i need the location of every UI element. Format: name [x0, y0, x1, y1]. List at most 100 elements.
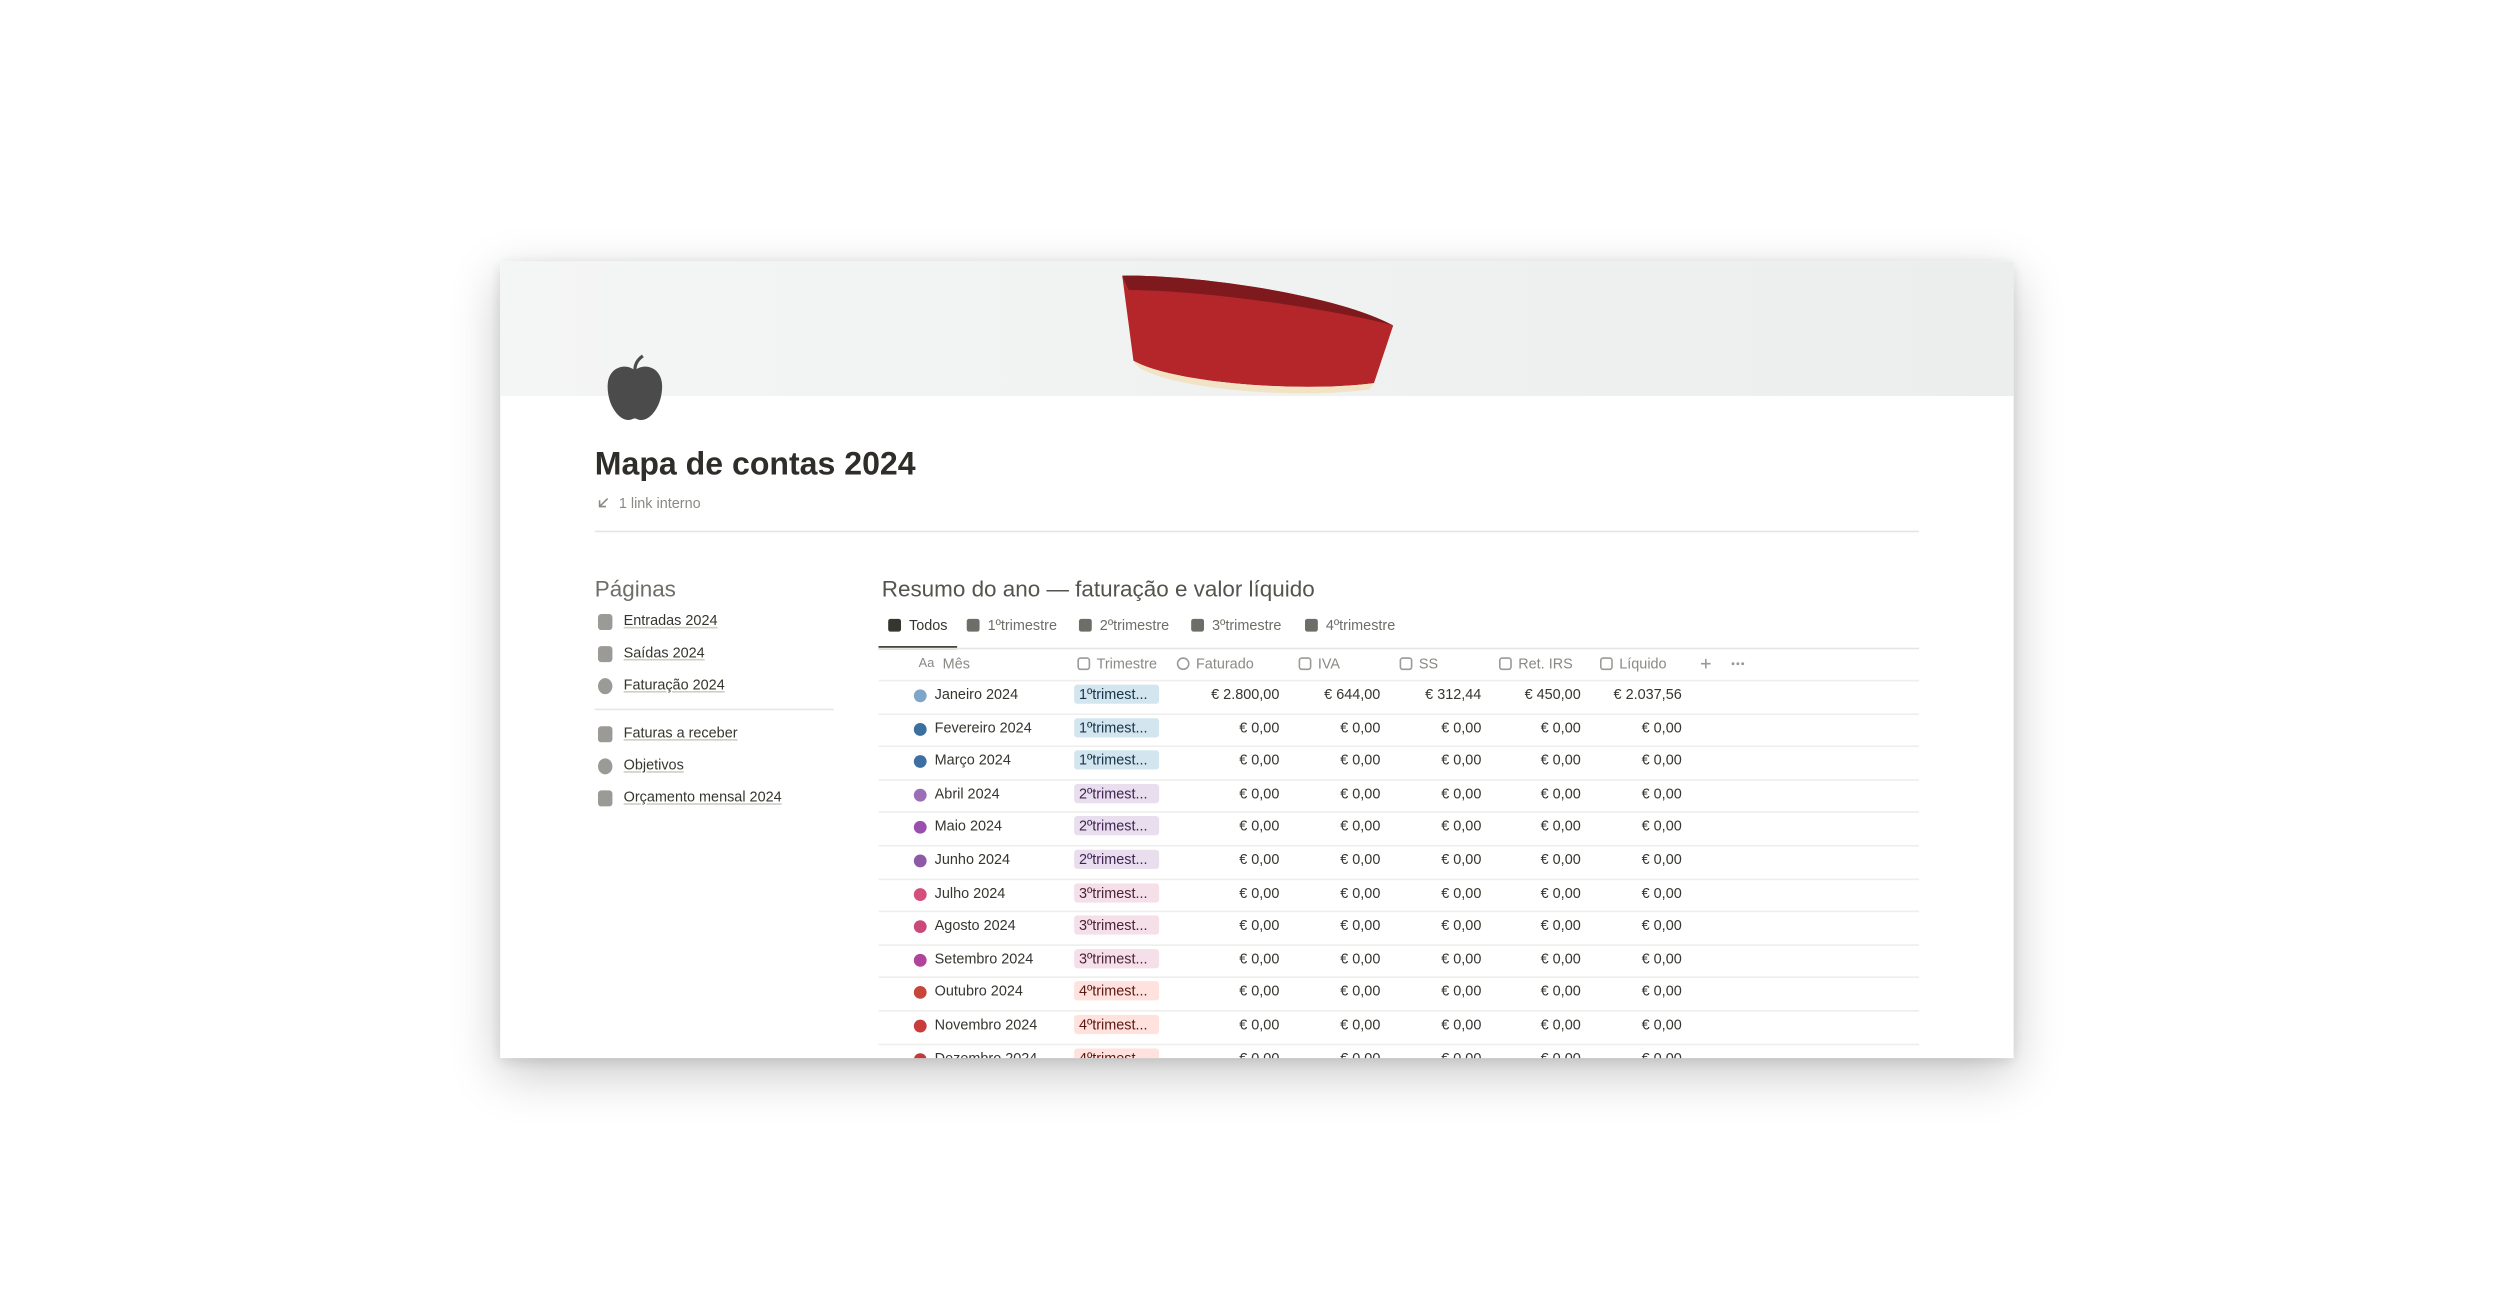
- month-name[interactable]: Fevereiro 2024: [934, 719, 1032, 736]
- row-icon: [913, 821, 927, 835]
- page-icon: [597, 758, 613, 775]
- active-tab-underline: [878, 646, 958, 650]
- column-icon: [1599, 657, 1613, 671]
- column-header: SS: [1418, 655, 1439, 672]
- tab-icon: [1305, 618, 1318, 632]
- quarter-tag: 2ºtrimest...: [1074, 849, 1160, 869]
- column-header: Trimestre: [1096, 655, 1157, 672]
- apple-slice: [1122, 275, 1394, 394]
- amount: € 0,00: [1641, 884, 1682, 901]
- row-icon: [913, 1019, 927, 1033]
- view-tab[interactable]: 4ºtrimestre: [1325, 617, 1396, 634]
- page-icon: [597, 678, 613, 695]
- amount: € 0,00: [1441, 1016, 1482, 1033]
- notion-window: Mapa de contas 2024 1 link interno Págin…: [500, 261, 2014, 1059]
- amount: € 0,00: [1340, 752, 1381, 769]
- quarter-tag: 4ºtrimest...: [1074, 1047, 1160, 1059]
- amount: € 0,00: [1239, 950, 1280, 967]
- amount: € 0,00: [1340, 785, 1381, 802]
- row-icon: [913, 854, 927, 868]
- amount: € 0,00: [1441, 785, 1482, 802]
- page-link[interactable]: Objetivos: [623, 756, 684, 773]
- month-name[interactable]: Maio 2024: [934, 818, 1003, 835]
- month-name[interactable]: Agosto 2024: [934, 917, 1016, 934]
- row-icon: [913, 887, 927, 901]
- column-header: IVA: [1317, 655, 1341, 672]
- amount: € 0,00: [1540, 983, 1581, 1000]
- amount: € 0,00: [1441, 851, 1482, 868]
- amount: € 0,00: [1239, 785, 1280, 802]
- amount: € 0,00: [1441, 917, 1482, 934]
- amount: € 0,00: [1641, 983, 1682, 1000]
- column-icon: [1298, 657, 1312, 671]
- month-name[interactable]: Janeiro 2024: [934, 686, 1019, 703]
- row-icon: [913, 953, 927, 967]
- amount: € 0,00: [1441, 719, 1482, 736]
- column-icon: [1176, 657, 1190, 671]
- tab-icon: [966, 618, 980, 632]
- amount: € 0,00: [1239, 1049, 1280, 1059]
- view-tab[interactable]: 1ºtrimestre: [987, 617, 1057, 634]
- column-header: Líquido: [1619, 655, 1667, 672]
- sidebar-heading: Páginas: [594, 575, 676, 602]
- page-title: Mapa de contas 2024: [594, 447, 916, 483]
- amount: € 0,00: [1540, 1049, 1581, 1059]
- amount: € 0,00: [1340, 917, 1381, 934]
- amount: € 0,00: [1540, 752, 1581, 769]
- amount: € 0,00: [1239, 752, 1280, 769]
- amount: € 0,00: [1540, 719, 1581, 736]
- row-divider: [878, 712, 1920, 715]
- month-name[interactable]: Novembro 2024: [934, 1016, 1038, 1033]
- amount: € 0,00: [1340, 950, 1381, 967]
- add-column[interactable]: [1700, 658, 1711, 669]
- amount: € 0,00: [1540, 1016, 1581, 1033]
- column-icon: [1498, 657, 1512, 671]
- quarter-tag: 4ºtrimest...: [1074, 1014, 1160, 1035]
- month-name[interactable]: Dezembro 2024: [934, 1049, 1038, 1059]
- month-name[interactable]: Setembro 2024: [934, 950, 1034, 967]
- page-link[interactable]: Entradas 2024: [623, 612, 718, 629]
- row-divider: [878, 910, 1920, 913]
- month-name[interactable]: Julho 2024: [934, 884, 1006, 901]
- amount: € 0,00: [1540, 950, 1581, 967]
- column-header: Ret. IRS: [1518, 655, 1573, 672]
- page-link[interactable]: Saídas 2024: [623, 644, 705, 661]
- amount: € 0,00: [1641, 1016, 1682, 1033]
- row-divider: [878, 778, 1920, 781]
- amount: € 0,00: [1641, 1049, 1682, 1059]
- amount: € 0,00: [1239, 1016, 1280, 1033]
- backlink-icon: [598, 498, 609, 508]
- month-name[interactable]: Março 2024: [934, 752, 1011, 769]
- amount: € 0,00: [1441, 983, 1482, 1000]
- page-link[interactable]: Faturação 2024: [623, 676, 725, 693]
- view-tab[interactable]: Todos: [909, 617, 948, 634]
- divider: [594, 530, 1920, 533]
- page-link[interactable]: Faturas a receber: [623, 724, 738, 741]
- month-name[interactable]: Junho 2024: [934, 851, 1011, 868]
- page-link[interactable]: Orçamento mensal 2024: [623, 788, 782, 805]
- quarter-tag: 2ºtrimest...: [1074, 816, 1160, 836]
- row-divider: [878, 811, 1920, 814]
- amount: € 0,00: [1340, 1016, 1381, 1033]
- backlinks[interactable]: 1 link interno: [618, 495, 701, 512]
- row-divider: [878, 745, 1920, 748]
- amount: € 0,00: [1540, 818, 1581, 835]
- page-icon: [597, 726, 613, 743]
- tabs-divider: [878, 647, 1920, 650]
- row-icon: [913, 986, 927, 1000]
- row-divider: [878, 943, 1920, 946]
- amount: € 0,00: [1340, 719, 1381, 736]
- row-icon: [913, 788, 927, 802]
- row-divider: [878, 1043, 1920, 1045]
- row-icon: [913, 920, 927, 934]
- amount: € 0,00: [1340, 983, 1381, 1000]
- month-name[interactable]: Abril 2024: [934, 785, 1000, 802]
- amount: € 0,00: [1540, 884, 1581, 901]
- view-tab[interactable]: 3ºtrimestre: [1212, 617, 1282, 634]
- month-name[interactable]: Outubro 2024: [934, 983, 1023, 1000]
- cover-image: [500, 261, 2014, 396]
- amount: € 0,00: [1340, 884, 1381, 901]
- column-icon: [1399, 657, 1413, 671]
- amount: € 0,00: [1441, 950, 1482, 967]
- view-tab[interactable]: 2ºtrimestre: [1099, 617, 1170, 634]
